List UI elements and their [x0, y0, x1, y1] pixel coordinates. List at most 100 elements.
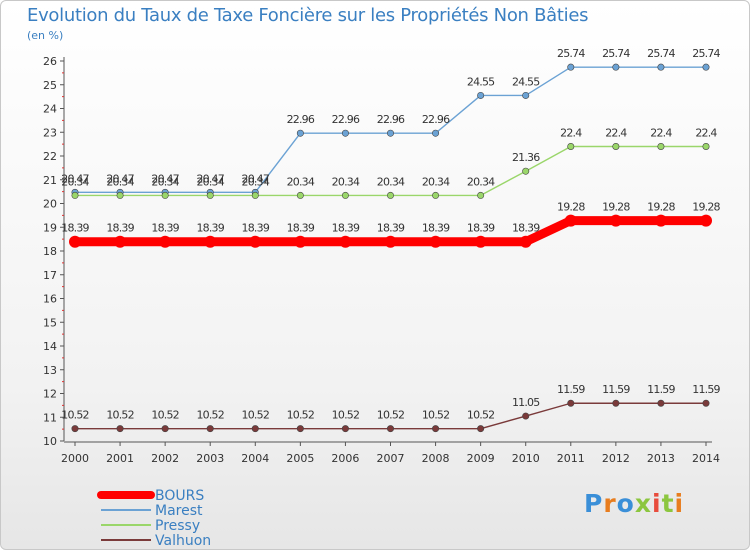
y-tick-label: 14 — [43, 340, 57, 353]
data-point-bours — [474, 235, 487, 248]
x-tick-label: 2003 — [196, 452, 224, 465]
data-label-valhuon: 10.52 — [422, 409, 450, 422]
data-point-valhuon — [567, 399, 575, 407]
data-point-valhuon — [161, 425, 169, 433]
x-tick-label: 2000 — [61, 452, 89, 465]
data-label-marest: 20.47 — [106, 172, 134, 185]
x-tick-label: 2007 — [377, 452, 405, 465]
data-point-valhuon — [522, 412, 530, 420]
data-point-valhuon — [296, 425, 304, 433]
data-label-valhuon: 11.05 — [512, 396, 540, 409]
y-tick-label: 10 — [43, 435, 57, 448]
data-label-pressy: 20.34 — [377, 175, 405, 188]
data-label-bours: 18.39 — [512, 222, 540, 235]
x-tick-label: 2006 — [331, 452, 359, 465]
y-tick-label: 22 — [43, 150, 57, 163]
legend-label-marest: Marest — [155, 503, 203, 519]
x-tick-label: 2012 — [602, 452, 630, 465]
data-point-marest — [612, 63, 620, 71]
data-point-pressy — [341, 191, 349, 199]
y-tick-label: 21 — [43, 174, 57, 187]
data-label-valhuon: 10.52 — [467, 409, 495, 422]
data-label-pressy: 21.36 — [512, 151, 540, 164]
data-label-pressy: 22.4 — [650, 127, 672, 140]
y-tick-label: 19 — [43, 221, 57, 234]
x-tick-label: 2001 — [106, 452, 134, 465]
x-tick-label: 2002 — [151, 452, 179, 465]
data-point-pressy — [702, 143, 710, 151]
data-label-bours: 18.39 — [287, 222, 315, 235]
data-label-valhuon: 10.52 — [287, 409, 315, 422]
data-label-valhuon: 10.52 — [106, 409, 134, 422]
data-label-bours: 18.39 — [467, 222, 495, 235]
data-label-valhuon: 10.52 — [242, 409, 270, 422]
data-point-pressy — [161, 191, 169, 199]
data-point-marest — [657, 63, 665, 71]
x-tick-label: 2010 — [512, 452, 540, 465]
data-label-pressy: 20.34 — [287, 175, 315, 188]
data-point-valhuon — [657, 399, 665, 407]
data-point-marest — [522, 91, 530, 99]
data-point-bours — [204, 235, 217, 248]
y-tick-label: 13 — [43, 364, 57, 377]
data-label-valhuon: 10.52 — [196, 409, 224, 422]
y-tick-label: 24 — [43, 103, 57, 116]
data-point-bours — [294, 235, 307, 248]
data-label-pressy: 22.4 — [560, 127, 582, 140]
data-point-pressy — [206, 191, 214, 199]
data-point-valhuon — [341, 425, 349, 433]
data-label-bours: 18.39 — [196, 222, 224, 235]
data-point-valhuon — [116, 425, 124, 433]
data-point-pressy — [251, 191, 259, 199]
data-label-valhuon: 11.59 — [602, 383, 630, 396]
data-point-valhuon — [702, 399, 710, 407]
y-tick-label: 17 — [43, 269, 57, 282]
data-label-pressy: 20.34 — [242, 175, 270, 188]
data-label-pressy: 20.34 — [196, 175, 224, 188]
data-point-valhuon — [386, 425, 394, 433]
data-label-valhuon: 10.52 — [61, 409, 89, 422]
data-point-pressy — [522, 167, 530, 175]
data-point-bours — [339, 235, 352, 248]
data-label-pressy: 22.4 — [695, 127, 717, 140]
data-label-marest: 22.96 — [287, 113, 315, 126]
legend-label-bours: BOURS — [155, 488, 204, 504]
data-point-bours — [609, 214, 622, 227]
data-label-marest: 20.47 — [61, 172, 89, 185]
data-point-pressy — [657, 143, 665, 151]
data-label-marest: 22.96 — [422, 113, 450, 126]
data-point-pressy — [432, 191, 440, 199]
data-point-pressy — [116, 191, 124, 199]
data-label-bours: 19.28 — [647, 201, 675, 214]
data-label-bours: 18.39 — [332, 222, 360, 235]
legend-label-pressy: Pressy — [155, 518, 200, 534]
data-point-valhuon — [71, 425, 79, 433]
data-label-marest: 25.74 — [557, 47, 585, 60]
data-point-marest — [341, 129, 349, 137]
proxiti-logo: Proxiti — [584, 489, 685, 518]
data-label-marest: 24.55 — [467, 75, 495, 88]
data-point-valhuon — [477, 425, 485, 433]
data-point-valhuon — [206, 425, 214, 433]
data-label-valhuon: 10.52 — [151, 409, 179, 422]
data-label-pressy: 20.34 — [61, 175, 89, 188]
data-label-pressy: 20.34 — [422, 175, 450, 188]
data-point-bours — [700, 214, 712, 227]
data-point-bours — [114, 235, 127, 248]
data-point-bours — [159, 235, 172, 248]
data-label-bours: 18.39 — [106, 222, 134, 235]
chart-title: Evolution du Taux de Taxe Foncière sur l… — [27, 5, 589, 26]
data-label-bours: 18.39 — [377, 222, 405, 235]
data-point-marest — [296, 129, 304, 137]
data-label-pressy: 22.4 — [605, 127, 627, 140]
data-point-marest — [702, 63, 710, 71]
data-point-bours — [249, 235, 262, 248]
data-label-bours: 18.39 — [422, 222, 450, 235]
x-tick-label: 2005 — [286, 452, 314, 465]
data-label-marest: 20.47 — [196, 172, 224, 185]
data-point-marest — [432, 129, 440, 137]
x-tick-label: 2014 — [692, 452, 720, 465]
x-tick-label: 2008 — [422, 452, 450, 465]
data-label-valhuon: 10.52 — [377, 409, 405, 422]
